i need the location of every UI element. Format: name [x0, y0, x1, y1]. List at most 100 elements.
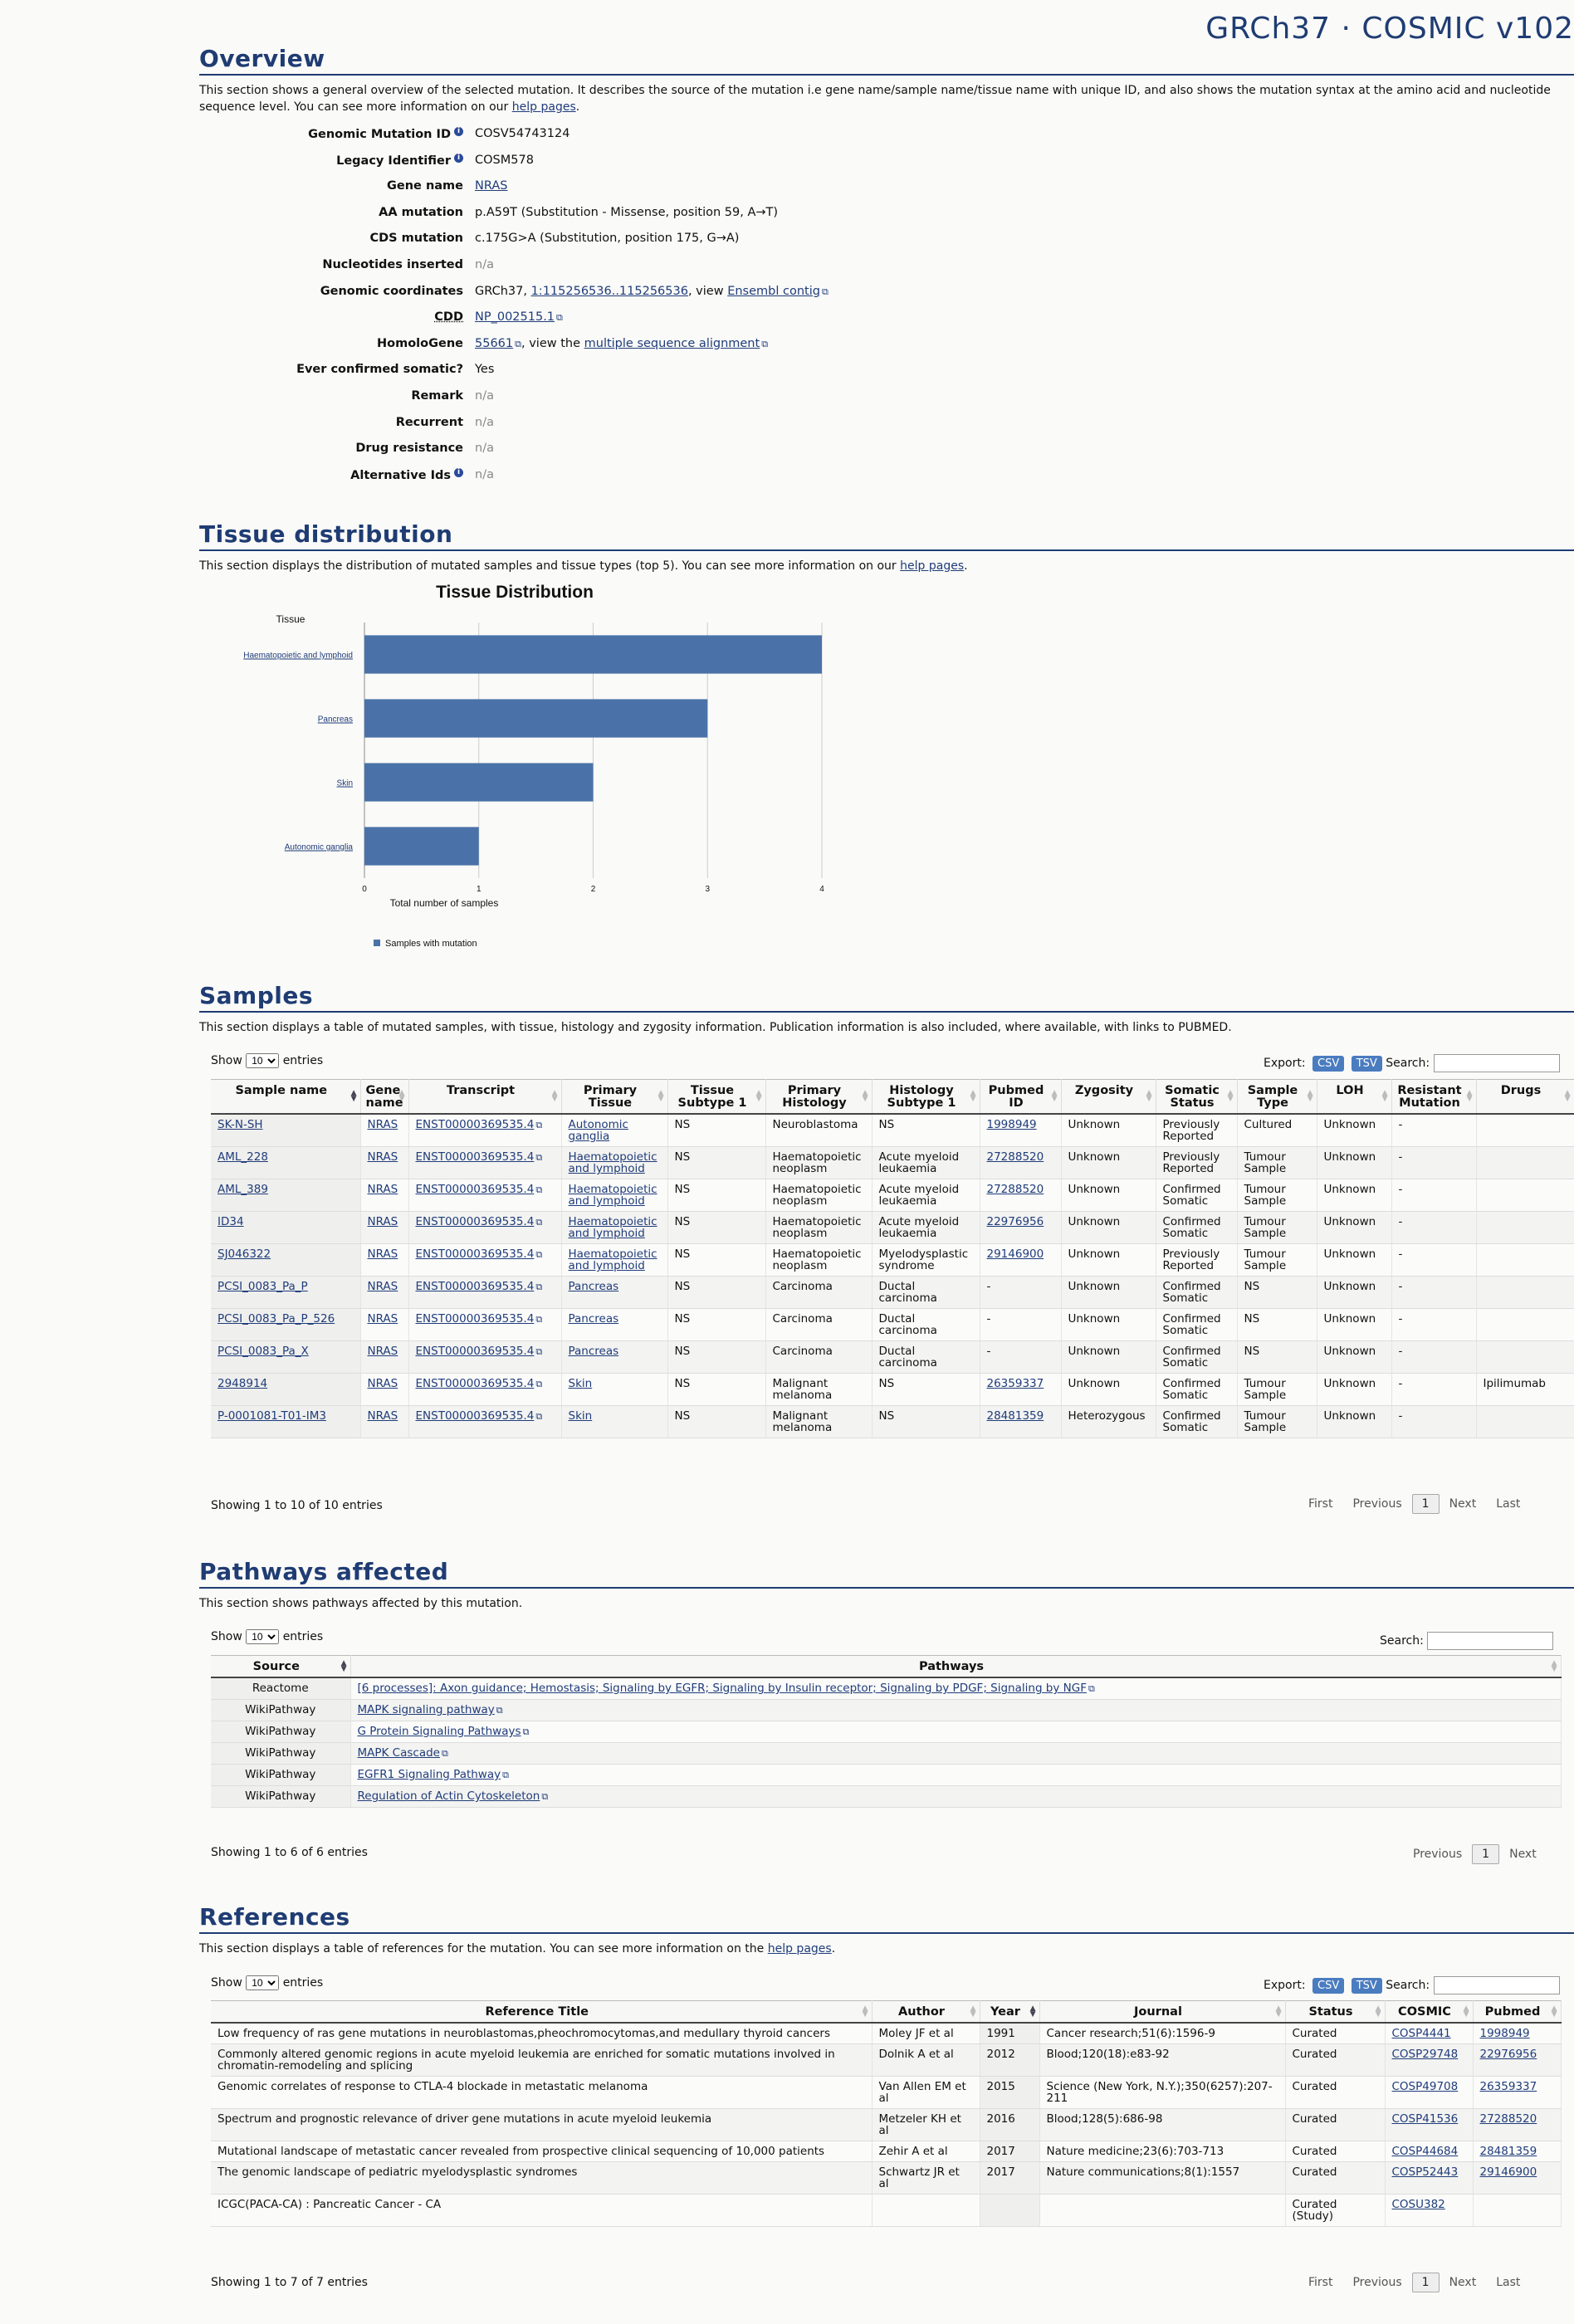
pager-previous[interactable]: Previous [1352, 2276, 1402, 2289]
references-csv-button[interactable]: CSV [1312, 1978, 1345, 1994]
cell-link[interactable]: Autonomic ganglia [568, 1118, 628, 1143]
cell-link[interactable]: 27288520 [986, 1150, 1044, 1164]
pager-previous[interactable]: Previous [1352, 1497, 1402, 1511]
cell-link[interactable]: NRAS [367, 1247, 398, 1261]
pager-first[interactable]: First [1308, 2276, 1333, 2289]
cell-link[interactable]: Haematopoietic and lymphoid [568, 1183, 657, 1208]
cell-link[interactable]: MAPK signaling pathway [357, 1703, 495, 1716]
cell-link[interactable]: 28481359 [986, 1409, 1044, 1423]
cdd-link[interactable]: NP_002515.1 [475, 310, 555, 325]
coordinates-link[interactable]: 1:115256536..115256536 [530, 284, 688, 298]
cell-link[interactable]: NRAS [367, 1377, 398, 1390]
column-header[interactable]: Resistant Mutation ▲ ▼ [1391, 1079, 1477, 1115]
cell-link[interactable]: COSP4441 [1391, 2027, 1451, 2040]
samples-page-size-select[interactable]: 10 [246, 1053, 280, 1068]
pager-next[interactable]: Next [1509, 1848, 1537, 1861]
help-pages-link[interactable]: help pages [511, 100, 576, 114]
cell-link[interactable]: G Protein Signaling Pathways [357, 1725, 521, 1738]
pathways-search-input[interactable] [1427, 1632, 1554, 1650]
cell-link[interactable]: 27288520 [1479, 2112, 1537, 2126]
pager-next[interactable]: Next [1449, 2276, 1477, 2289]
cell-link[interactable]: 2948914 [218, 1377, 268, 1390]
column-header[interactable]: LOH ▲ ▼ [1317, 1079, 1392, 1115]
cell-link[interactable]: ENST00000369535.4 [415, 1409, 535, 1423]
pager-page[interactable]: 1 [1411, 1494, 1440, 1514]
pager-previous[interactable]: Previous [1413, 1848, 1463, 1861]
cell-link[interactable]: Pancreas [568, 1312, 619, 1326]
references-search-input[interactable] [1433, 1976, 1560, 1994]
column-header[interactable]: Transcript ▲ ▼ [408, 1079, 562, 1115]
cell-link[interactable]: PCSI_0083_Pa_X [218, 1345, 309, 1358]
homologene-link[interactable]: 55661 [475, 336, 514, 350]
column-header[interactable]: Source ▲ ▼ [211, 1655, 351, 1678]
cell-link[interactable]: Skin [568, 1377, 593, 1390]
cell-link[interactable]: SJ046322 [218, 1247, 271, 1261]
column-header[interactable]: Pubmed ▲ ▼ [1473, 2000, 1562, 2024]
cell-link[interactable]: [6 processes]: Axon guidance; Hemostasis… [357, 1682, 1087, 1695]
cell-link[interactable]: COSU382 [1391, 2198, 1445, 2211]
cell-link[interactable]: 26359337 [1479, 2080, 1537, 2093]
cell-link[interactable]: SK-N-SH [218, 1118, 263, 1131]
references-page-size-select[interactable]: 10 [246, 1975, 280, 1990]
samples-tsv-button[interactable]: TSV [1351, 1056, 1382, 1072]
cell-link[interactable]: COSP52443 [1391, 2165, 1459, 2179]
column-header[interactable]: Gene name ▲ ▼ [360, 1079, 409, 1115]
cell-link[interactable]: ENST00000369535.4 [415, 1150, 535, 1164]
cell-link[interactable]: ENST00000369535.4 [415, 1118, 535, 1131]
cell-link[interactable]: AML_228 [218, 1150, 268, 1164]
cell-link[interactable]: NRAS [367, 1345, 398, 1358]
cell-link[interactable]: NRAS [367, 1280, 398, 1293]
cell-link[interactable]: 22976956 [986, 1215, 1044, 1228]
column-header[interactable]: Status ▲ ▼ [1285, 2000, 1386, 2024]
cell-link[interactable]: 1998949 [1479, 2027, 1530, 2040]
info-icon[interactable]: i [454, 153, 463, 163]
cell-link[interactable]: NRAS [367, 1312, 398, 1326]
pager-page[interactable]: 1 [1472, 1844, 1500, 1864]
info-icon[interactable]: i [454, 467, 463, 477]
references-tsv-button[interactable]: TSV [1351, 1978, 1382, 1994]
cell-link[interactable]: ENST00000369535.4 [415, 1183, 535, 1196]
cell-link[interactable]: 29146900 [1479, 2165, 1537, 2179]
cell-link[interactable]: Haematopoietic and lymphoid [568, 1247, 657, 1272]
ensembl-contig-link[interactable]: Ensembl contig [727, 284, 820, 298]
info-icon[interactable]: i [454, 127, 463, 136]
cell-link[interactable]: NRAS [367, 1215, 398, 1228]
help-pages-link[interactable]: help pages [900, 559, 965, 573]
cell-link[interactable]: EGFR1 Signaling Pathway [357, 1768, 501, 1781]
cell-link[interactable]: Haematopoietic and lymphoid [568, 1215, 657, 1240]
pager-last[interactable]: Last [1496, 1497, 1521, 1511]
pager-next[interactable]: Next [1449, 1497, 1477, 1511]
cell-link[interactable]: ENST00000369535.4 [415, 1377, 535, 1390]
cell-link[interactable]: ID34 [218, 1215, 244, 1228]
cell-link[interactable]: 28481359 [1479, 2145, 1537, 2158]
column-header[interactable]: Author ▲ ▼ [872, 2000, 980, 2024]
cell-link[interactable]: 27288520 [986, 1183, 1044, 1196]
cell-link[interactable]: PCSI_0083_Pa_P [218, 1280, 308, 1293]
cell-link[interactable]: Skin [568, 1409, 593, 1423]
cell-link[interactable]: ENST00000369535.4 [415, 1247, 535, 1261]
cell-link[interactable]: COSP49708 [1391, 2080, 1459, 2093]
cell-link[interactable]: Haematopoietic and lymphoid [568, 1150, 657, 1175]
cell-link[interactable]: COSP29748 [1391, 2048, 1459, 2061]
alignment-link[interactable]: multiple sequence alignment [584, 336, 760, 350]
column-header[interactable]: Zygosity ▲ ▼ [1061, 1079, 1156, 1115]
cell-link[interactable]: COSP44684 [1391, 2145, 1459, 2158]
samples-search-input[interactable] [1433, 1054, 1560, 1072]
cell-link[interactable]: Regulation of Actin Cytoskeleton [357, 1789, 540, 1803]
pager-page[interactable]: 1 [1411, 2273, 1440, 2292]
cell-link[interactable]: COSP41536 [1391, 2112, 1459, 2126]
cell-link[interactable]: ENST00000369535.4 [415, 1280, 535, 1293]
cell-link[interactable]: NRAS [367, 1150, 398, 1164]
gene-name-link[interactable]: NRAS [475, 179, 508, 193]
column-header[interactable]: Tissue Subtype 1 ▲ ▼ [667, 1079, 766, 1115]
column-header[interactable]: COSMIC ▲ ▼ [1385, 2000, 1474, 2024]
help-pages-link[interactable]: help pages [767, 1942, 832, 1955]
column-header[interactable]: Year ▲ ▼ [980, 2000, 1040, 2024]
cell-link[interactable]: NRAS [367, 1183, 398, 1196]
column-header[interactable]: Reference Title ▲ ▼ [211, 2000, 873, 2024]
cell-link[interactable]: P-0001081-T01-IM3 [218, 1409, 326, 1423]
column-header[interactable]: Pubmed ID ▲ ▼ [980, 1079, 1062, 1115]
cell-link[interactable]: ENST00000369535.4 [415, 1312, 535, 1326]
column-header[interactable]: Primary Tissue ▲ ▼ [561, 1079, 668, 1115]
cell-link[interactable]: Pancreas [568, 1345, 619, 1358]
